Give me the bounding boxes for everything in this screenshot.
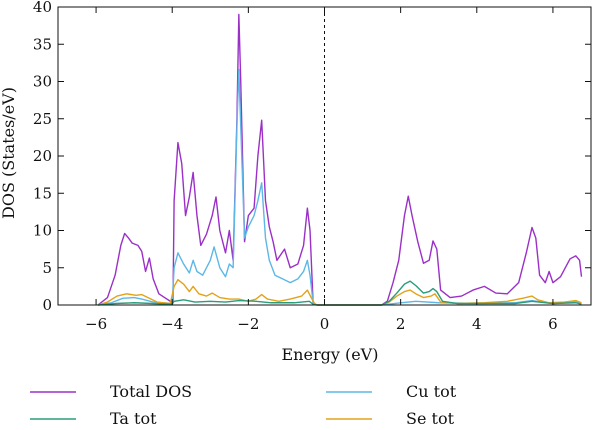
x-tick-label: 4	[472, 315, 482, 333]
x-tick-label: −2	[237, 315, 259, 333]
x-tick-label: −4	[161, 315, 183, 333]
y-tick-label: 0	[42, 296, 52, 314]
y-tick-label: 30	[33, 73, 52, 91]
chart-legend: Total DOS Cu tot Se tot Ta tot	[30, 382, 457, 428]
x-axis-label: Energy (eV)	[282, 345, 379, 364]
y-tick-label: 35	[33, 35, 52, 53]
legend-label-total-dos: Total DOS	[110, 382, 192, 401]
legend-label-ta-tot: Ta tot	[110, 409, 157, 428]
x-tick-label: 2	[396, 315, 406, 333]
y-tick-label: 5	[42, 259, 52, 277]
y-tick-label: 40	[33, 0, 52, 16]
legend-label-se-tot: Se tot	[406, 409, 455, 428]
chart-axes	[57, 6, 592, 306]
chart-ticks: −6 −4 −2 0 2 4 6 0 5 10 15 20 25 30 35 40	[33, 0, 591, 333]
x-tick-label: 6	[548, 315, 558, 333]
x-tick-label: 0	[320, 315, 330, 333]
x-tick-label: −6	[85, 315, 107, 333]
y-axis-label: DOS (States/eV)	[0, 87, 18, 219]
y-tick-label: 20	[33, 147, 52, 165]
legend-label-cu-tot: Cu tot	[406, 382, 457, 401]
series-line-total-dos	[97, 13, 583, 306]
y-tick-label: 15	[33, 184, 52, 202]
series-lines	[97, 13, 583, 306]
y-tick-label: 25	[33, 110, 52, 128]
series-line-cu-tot	[97, 68, 582, 306]
y-tick-label: 10	[33, 222, 52, 240]
